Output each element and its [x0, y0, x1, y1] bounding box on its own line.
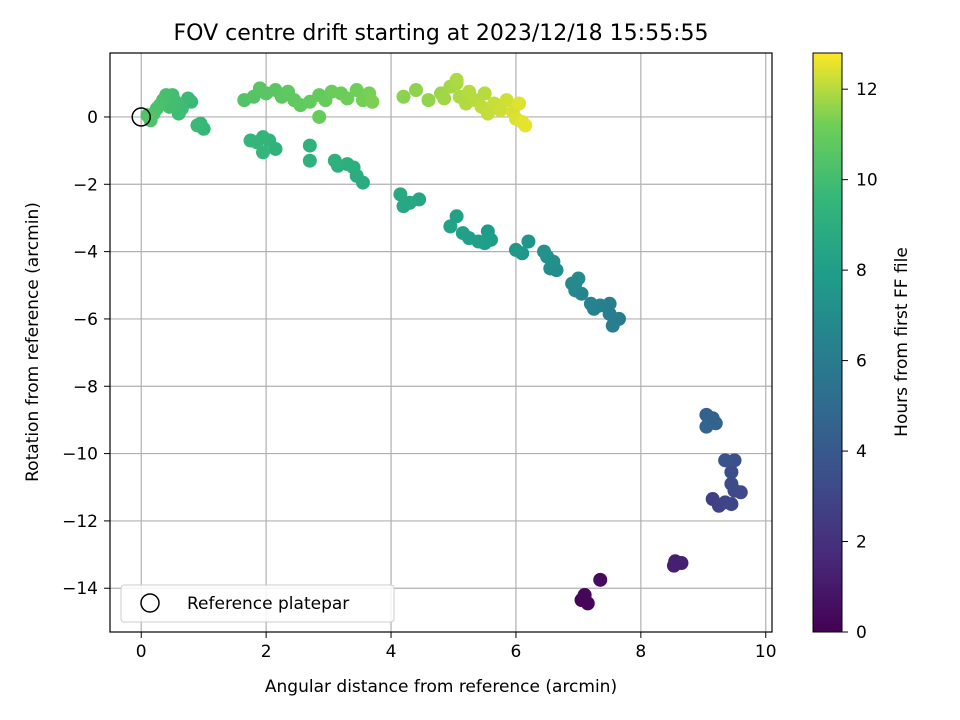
data-point: [302, 153, 317, 168]
data-point: [327, 153, 342, 168]
data-point: [518, 118, 533, 133]
data-point: [718, 453, 733, 468]
y-tick-label: −10: [62, 445, 98, 465]
data-points: [140, 72, 748, 611]
data-point: [190, 118, 205, 133]
data-point: [705, 411, 720, 426]
data-point: [312, 109, 327, 124]
y-axis: 0 −2 −4 −6 −8 −10 −12 −14: [62, 108, 110, 599]
data-point: [365, 94, 380, 109]
colorbar-ticks: 0 2 4 6 8 10 12: [842, 80, 878, 643]
colorbar-gradient: [812, 52, 843, 633]
y-tick-label: 0: [87, 108, 98, 128]
colorbar-tick-label: 10: [856, 171, 878, 191]
data-point: [537, 244, 552, 259]
data-point: [302, 138, 317, 153]
colorbar: 0 2 4 6 8 10 12 Hours from first FF file: [812, 52, 912, 643]
data-point: [256, 145, 271, 160]
colorbar-label: Hours from first FF file: [892, 247, 912, 437]
x-tick-label: 6: [511, 642, 522, 662]
data-point: [477, 86, 492, 101]
x-tick-label: 8: [635, 642, 646, 662]
data-point: [593, 572, 608, 587]
plot-area-frame: [109, 52, 773, 633]
y-tick-label: −14: [62, 579, 98, 599]
reference-platepar-marker: [131, 107, 151, 127]
colorbar-tick-label: 8: [856, 261, 867, 281]
data-point: [449, 72, 464, 87]
reference-marker-layer: [131, 107, 151, 127]
colorbar-tick-label: 6: [856, 352, 867, 372]
data-point: [421, 93, 436, 108]
data-point: [666, 558, 681, 573]
data-point: [409, 83, 424, 98]
colorbar-tick-label: 0: [856, 623, 867, 643]
data-point: [493, 103, 508, 118]
data-point: [724, 497, 739, 512]
x-axis-label: Angular distance from reference (arcmin): [265, 677, 617, 697]
y-tick-label: −4: [73, 243, 98, 263]
data-point: [508, 242, 523, 257]
x-tick-label: 2: [261, 642, 272, 662]
x-tick-label: 10: [755, 642, 777, 662]
data-point: [605, 318, 620, 333]
x-axis: 0 2 4 6 8 10: [136, 632, 777, 662]
data-point: [724, 476, 739, 491]
colorbar-tick-label: 2: [856, 533, 867, 553]
y-tick-label: −12: [62, 512, 98, 532]
y-tick-label: −8: [73, 377, 98, 397]
y-tick-label: −6: [73, 310, 98, 330]
data-point: [499, 93, 514, 108]
data-point: [181, 91, 196, 106]
x-tick-label: 0: [136, 642, 147, 662]
data-point: [140, 108, 155, 123]
data-point: [602, 306, 617, 321]
data-point: [480, 106, 495, 121]
data-point: [568, 276, 583, 291]
colorbar-tick-label: 4: [856, 442, 867, 462]
legend: Reference platepar: [120, 584, 395, 623]
data-point: [393, 187, 408, 202]
legend-reference-marker: [140, 593, 160, 613]
legend-entry-reference: Reference platepar: [187, 594, 349, 614]
colorbar-tick-label: 12: [856, 80, 878, 100]
data-point: [724, 465, 739, 480]
x-tick-label: 4: [386, 642, 397, 662]
data-point: [455, 226, 470, 241]
data-point: [449, 209, 464, 224]
data-point: [577, 587, 592, 602]
data-point: [437, 91, 452, 106]
data-point: [349, 83, 364, 98]
data-point: [521, 234, 536, 249]
y-tick-label: −2: [73, 175, 98, 195]
data-point: [733, 485, 748, 500]
data-point: [396, 199, 411, 214]
data-point: [340, 91, 355, 106]
legend-box: [120, 584, 395, 623]
data-point: [396, 89, 411, 104]
chart-title: FOV centre drift starting at 2023/12/18 …: [174, 21, 709, 46]
y-axis-label: Rotation from reference (arcmin): [23, 202, 43, 482]
data-point: [512, 96, 527, 111]
grid: [110, 53, 772, 632]
data-point: [443, 219, 458, 234]
data-point: [583, 296, 598, 311]
data-point: [243, 133, 258, 148]
